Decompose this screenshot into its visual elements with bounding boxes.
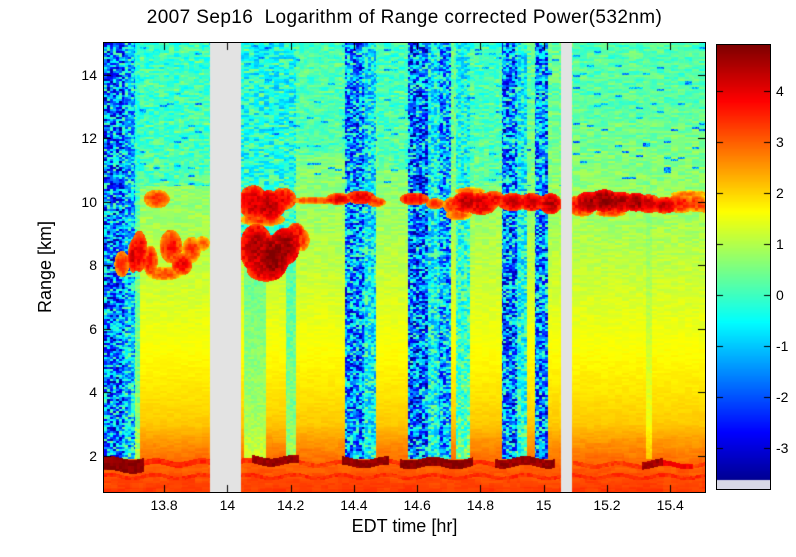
colorbar-tick-label: 0	[776, 286, 784, 303]
x-tick-label: 15.2	[593, 497, 621, 513]
x-tick-label: 14.2	[277, 497, 305, 513]
heatmap-canvas	[103, 42, 706, 493]
colorbar-tick-label: -3	[776, 439, 789, 456]
x-tick-label: 14.4	[340, 497, 368, 513]
colorbar-tick-label: -2	[776, 388, 789, 405]
colorbar-tick-label: 4	[776, 82, 784, 99]
colorbar-tick-label: 1	[776, 235, 784, 252]
x-tick-label: 14.8	[466, 497, 495, 513]
x-axis-label: EDT time [hr]	[351, 516, 458, 536]
x-tick-label: 15	[535, 497, 552, 513]
y-tick-label: 6	[89, 320, 97, 337]
plot-title: 2007 Sep16 Logarithm of Range corrected …	[146, 7, 663, 28]
colorbar-tick-label: -1	[776, 337, 789, 354]
y-tick-label: 2	[89, 447, 97, 464]
colorbar-tick-label: 2	[776, 184, 784, 201]
x-tick-label: 15.4	[656, 497, 684, 513]
x-tick-label: 14	[219, 497, 236, 513]
colorbar-tick-label: 3	[776, 133, 784, 150]
y-tick-label: 14	[81, 66, 97, 83]
y-tick-label: 8	[89, 257, 97, 274]
y-axis-label: Range [km]	[35, 220, 55, 314]
y-tick-label: 12	[81, 130, 97, 147]
x-tick-label: 13.8	[150, 497, 178, 513]
colorbar-canvas	[716, 44, 771, 490]
y-tick-label: 4	[89, 384, 97, 401]
x-tick-label: 14.6	[403, 497, 431, 513]
y-tick-label: 10	[81, 193, 97, 210]
